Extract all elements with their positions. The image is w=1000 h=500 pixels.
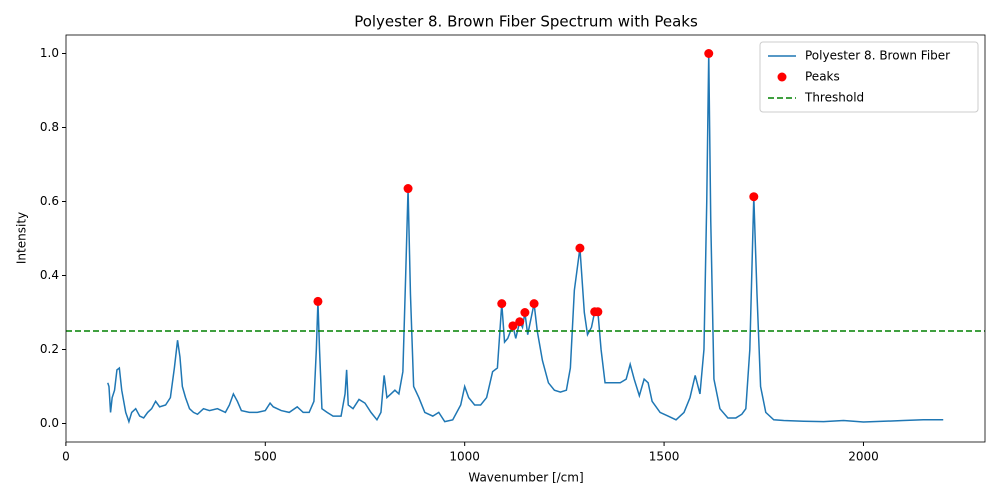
- legend-label: Polyester 8. Brown Fiber: [805, 49, 950, 63]
- legend-label: Peaks: [805, 70, 840, 84]
- legend-box: [759, 41, 979, 113]
- peak-point: [749, 192, 759, 202]
- plot-frame: [65, 34, 986, 443]
- peak-point: [313, 296, 323, 306]
- y-tick-label: 0.6: [40, 194, 59, 208]
- x-tick-label: 1500: [649, 450, 680, 464]
- chart-title: Polyester 8. Brown Fiber Spectrum with P…: [354, 13, 698, 31]
- y-tick-label: 1.0: [40, 46, 59, 60]
- x-tick-label: 0: [62, 450, 70, 464]
- peak-point: [403, 184, 413, 194]
- y-axis-label: Intensity: [15, 212, 29, 264]
- x-tick-label: 1000: [449, 450, 480, 464]
- y-tick-label: 0.2: [40, 342, 59, 356]
- x-tick-label: 2000: [848, 450, 879, 464]
- peak-point: [704, 49, 714, 58]
- peak-point: [593, 307, 603, 317]
- legend-marker: [777, 72, 787, 82]
- peak-point: [497, 299, 507, 309]
- x-axis-label: Wavenumber [/cm]: [468, 471, 583, 485]
- peak-point: [520, 308, 530, 317]
- y-tick-label: 0.4: [40, 268, 59, 282]
- peak-point: [575, 243, 585, 253]
- legend-label: Threshold: [804, 91, 864, 105]
- x-tick-label: 500: [254, 450, 277, 464]
- legend: Polyester 8. Brown Fiber Peaks Threshold: [759, 41, 979, 113]
- peak-point: [515, 317, 525, 327]
- spectrum-line: [107, 53, 944, 425]
- peak-point: [529, 299, 539, 309]
- y-tick-label: 0.8: [40, 120, 59, 134]
- y-tick-label: 0.0: [40, 416, 59, 430]
- peak-point: [508, 321, 518, 331]
